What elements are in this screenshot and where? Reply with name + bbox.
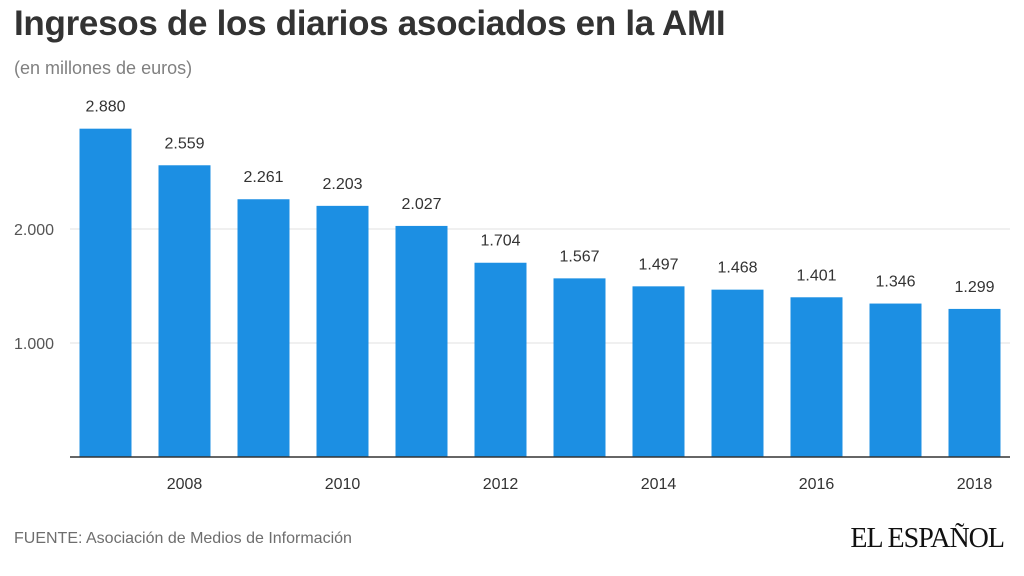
bar-value-label: 1.468 xyxy=(717,260,757,277)
source-note: FUENTE: Asociación de Medios de Informac… xyxy=(14,530,352,547)
bar-value-label: 1.704 xyxy=(480,233,520,250)
x-tick-label: 2012 xyxy=(483,476,519,493)
bar xyxy=(79,128,132,457)
bar xyxy=(553,278,606,457)
chart-title: Ingresos de los diarios asociados en la … xyxy=(14,4,726,43)
bar xyxy=(948,308,1001,457)
chart-subtitle: (en millones de euros) xyxy=(14,58,193,78)
bar xyxy=(237,199,290,457)
x-tick-label: 2008 xyxy=(167,476,203,493)
bar-value-label: 2.203 xyxy=(322,176,362,193)
bar xyxy=(869,303,922,457)
bar-value-label: 2.559 xyxy=(164,135,204,152)
bar xyxy=(711,289,764,457)
bar xyxy=(395,225,448,457)
bar-value-label: 1.299 xyxy=(954,279,994,296)
bar-value-label: 1.401 xyxy=(796,267,836,284)
bar xyxy=(316,205,369,457)
bar xyxy=(790,297,843,457)
x-tick-label: 2010 xyxy=(325,476,361,493)
y-tick-label: 1.000 xyxy=(14,336,54,353)
bar-value-label: 1.567 xyxy=(559,248,599,265)
bar-value-label: 1.497 xyxy=(638,256,678,273)
brand-logo: EL ESPAÑOL xyxy=(850,523,1005,554)
bar-value-label: 1.346 xyxy=(875,274,915,291)
bar-value-label: 2.261 xyxy=(243,169,283,186)
x-tick-label: 2014 xyxy=(641,476,677,493)
bar xyxy=(474,262,527,457)
bar-value-label: 2.880 xyxy=(85,99,125,116)
x-tick-label: 2018 xyxy=(957,476,993,493)
bar-value-label: 2.027 xyxy=(401,196,441,213)
y-tick-label: 2.000 xyxy=(14,222,54,239)
bar xyxy=(158,165,211,458)
x-tick-label: 2016 xyxy=(799,476,835,493)
bar xyxy=(632,286,685,457)
